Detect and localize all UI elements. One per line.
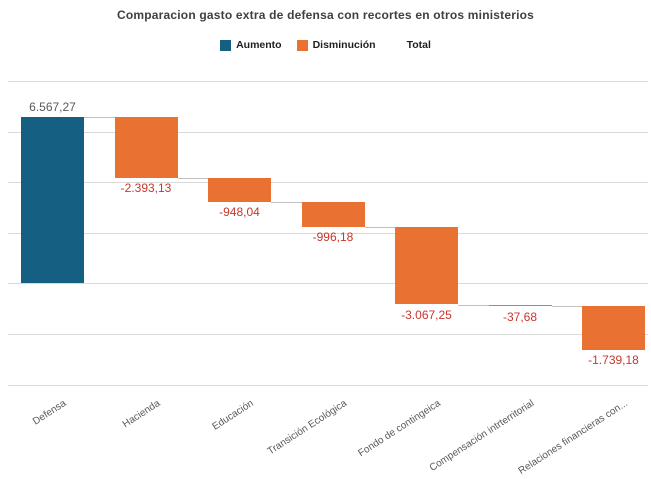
chart-title: Comparacion gasto extra de defensa con r… bbox=[116, 8, 535, 22]
value-label-transicion-ecologica: -996,18 bbox=[312, 230, 354, 245]
x-axis-label-educacion: Educación bbox=[210, 398, 256, 433]
connector-4 bbox=[458, 304, 489, 306]
value-label-compensacion-intrterritorial: -37,68 bbox=[502, 309, 538, 324]
bar-educacion bbox=[208, 177, 271, 202]
legend: Aumento Disminución Total bbox=[0, 39, 651, 51]
value-label-defensa: 6.567,27 bbox=[29, 100, 76, 115]
connector-0 bbox=[84, 117, 115, 119]
bar-hacienda bbox=[114, 117, 178, 178]
x-axis-label-hacienda: Hacienda bbox=[120, 398, 162, 431]
legend-swatch-aumento-icon bbox=[220, 39, 232, 51]
gridline--4000 bbox=[8, 384, 648, 386]
bar-transicion-ecologica bbox=[301, 201, 365, 227]
legend-item-aumento: Aumento bbox=[220, 39, 282, 51]
x-axis-label-compensacion-intrterritorial: Compensación intrterritorial bbox=[427, 398, 536, 474]
x-axis-label-transicion-ecologica: Transición Ecológica bbox=[265, 398, 349, 458]
legend-label-aumento: Aumento bbox=[236, 39, 282, 51]
x-axis-label-defensa: Defensa bbox=[31, 398, 69, 428]
bar-defensa bbox=[21, 117, 84, 284]
value-label-hacienda: -2.393,13 bbox=[120, 181, 172, 196]
bar-relaciones-financieras-con bbox=[582, 305, 645, 350]
connector-3 bbox=[364, 226, 395, 228]
gridline--2000 bbox=[8, 333, 648, 335]
bar-compensacion-intrterritorial bbox=[488, 304, 552, 306]
legend-label-disminucion: Disminución bbox=[312, 39, 376, 51]
gridline-0 bbox=[8, 283, 648, 285]
legend-label-total: Total bbox=[406, 39, 431, 51]
x-axis-label-fondo-de-contingeica: Fondo de contingeica bbox=[356, 398, 443, 460]
legend-swatch-disminucion-icon bbox=[296, 39, 308, 51]
value-label-relaciones-financieras-con: -1.739,18 bbox=[588, 353, 639, 367]
connector-5 bbox=[551, 305, 582, 307]
value-label-educacion: -948,04 bbox=[219, 205, 260, 220]
gridline-8000 bbox=[8, 81, 648, 82]
legend-swatch-total-icon bbox=[390, 39, 402, 51]
x-axis-label-relaciones-financieras-con: Relaciones financieras con... bbox=[516, 398, 630, 477]
value-label-fondo-de-contingeica: -3.067,25 bbox=[401, 308, 452, 322]
bar-fondo-de-contingeica bbox=[395, 226, 458, 305]
legend-item-total: Total bbox=[390, 39, 431, 51]
gridline-2000 bbox=[8, 232, 648, 234]
gridline-6000 bbox=[8, 131, 648, 133]
gridline-4000 bbox=[8, 182, 648, 184]
connector-2 bbox=[271, 201, 302, 203]
connector-1 bbox=[177, 177, 208, 179]
legend-item-disminucion: Disminución bbox=[296, 39, 376, 51]
